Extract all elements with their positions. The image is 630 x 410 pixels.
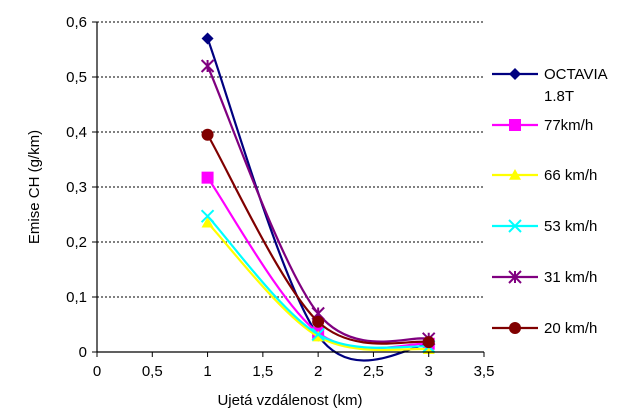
series-line	[206, 38, 429, 362]
legend-item: 77km/h	[492, 117, 593, 134]
x-tick-label: 0	[93, 363, 101, 380]
legend-marker	[509, 119, 521, 131]
data-point	[312, 315, 325, 328]
data-point	[201, 216, 214, 228]
x-axis-title: Ujetá vzdálenost (km)	[217, 392, 362, 409]
data-point	[201, 32, 214, 45]
legend-item: OCTAVIA 1.8T	[492, 66, 608, 105]
legend-marker	[509, 322, 521, 334]
data-point	[201, 171, 214, 184]
y-tick-label: 0,2	[66, 234, 87, 251]
series-6	[201, 128, 435, 349]
series-layer	[200, 32, 436, 362]
y-tick-label: 0,4	[66, 124, 87, 141]
x-tick-label: 1,5	[252, 363, 273, 380]
legend-label: 1.8T	[544, 88, 574, 105]
y-tick-label: 0,3	[66, 179, 87, 196]
legend-label: 53 km/h	[544, 218, 597, 235]
legend-label: 77km/h	[544, 117, 593, 134]
data-point	[201, 128, 214, 141]
x-tick-label: 3	[425, 363, 433, 380]
data-point	[200, 209, 215, 223]
y-tick-label: 0,5	[66, 69, 87, 86]
y-tick-label: 0	[79, 344, 87, 361]
data-point	[200, 59, 215, 73]
y-tick-label: 0,1	[66, 289, 87, 306]
legend-marker	[509, 169, 521, 180]
data-point	[422, 343, 435, 355]
ticks: 0 0,1 0,2 0,3 0,4 0,5 0,6 0 0,5 1 1,5 2 2,5 3 3,5	[66, 14, 494, 380]
legend-marker	[508, 219, 522, 233]
legend-marker	[508, 270, 522, 284]
legend-label: OCTAVIA	[544, 66, 608, 83]
legend-item: 66 km/h	[492, 167, 597, 184]
legend: OCTAVIA 1.8T 77km/h 66 km/h 53 km/h 31 km/h 20…	[492, 66, 608, 337]
x-tick-label: 3,5	[474, 363, 495, 380]
legend-item: 20 km/h	[492, 320, 597, 337]
data-point	[311, 327, 325, 342]
x-tick-label: 1	[203, 363, 211, 380]
legend-marker	[509, 68, 521, 80]
series-line	[206, 65, 429, 343]
legend-label: 20 km/h	[544, 320, 597, 337]
x-tick-label: 2	[314, 363, 322, 380]
legend-item: 31 km/h	[492, 269, 597, 286]
grid	[97, 21, 484, 298]
data-point	[422, 336, 435, 349]
x-tick-label: 2,5	[363, 363, 384, 380]
legend-label: 66 km/h	[544, 167, 597, 184]
legend-label: 31 km/h	[544, 269, 597, 286]
y-tick-label: 0,6	[66, 14, 87, 31]
y-axis-title: Emise CH (g/km)	[26, 130, 43, 244]
legend-item: 53 km/h	[492, 218, 597, 235]
x-tick-label: 0,5	[142, 363, 163, 380]
